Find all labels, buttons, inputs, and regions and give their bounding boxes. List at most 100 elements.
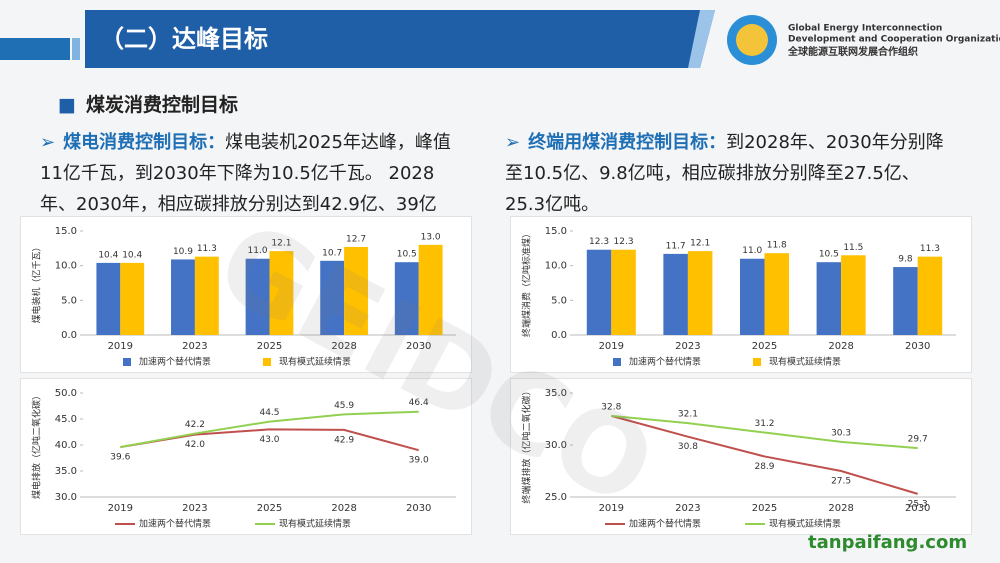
data-label: 9.8 [898,255,913,265]
line [611,414,918,495]
data-label: 44.5 [259,408,279,418]
x-tick-label: 2025 [752,503,777,514]
data-label: 30.8 [678,442,698,452]
chart: 终端煤排放（亿吨二氧化碳） 25.0 30.0 35.0 2019 2023 2025 202… [510,378,972,535]
x-tick-label: 2030 [905,503,930,514]
data-label: 12.1 [271,239,291,249]
data-label: 10.5 [397,250,417,260]
bar [245,258,270,335]
y-tick-label: 15.0 [545,226,567,237]
bar [816,262,842,335]
header: （二）达峰目标 Global Energy Interconnection De… [0,10,1000,68]
legend-label: 现有模式延续情景 [769,356,841,368]
y-tick-label: 45.0 [55,414,77,425]
data-label: 12.7 [346,234,366,244]
y-tick-label: 40.0 [55,440,77,451]
legend-swatch [123,358,131,366]
data-label: 32.8 [601,402,621,412]
bar [893,267,918,335]
data-label: 11.0 [248,246,268,256]
data-label: 10.9 [173,247,193,257]
y-tick-label: 5.0 [61,295,77,306]
section-title: ■ 煤炭消费控制目标 [58,90,238,117]
logo-text: Global Energy Interconnection [788,24,942,34]
y-axis-title: 煤电装机（亿千瓦） [31,242,43,323]
legend-label: 现有模式延续情景 [279,518,351,530]
site-mark: tanpaifang.com [808,532,968,553]
y-tick-label: 25.0 [545,492,567,503]
legend-label: 加速两个替代情景 [139,518,211,530]
line [611,414,918,450]
y-tick-label: 10.0 [545,261,567,272]
data-label: 42.2 [185,420,205,430]
data-label: 32.1 [678,410,698,420]
logo-text: 全球能源互联网发展合作组织 [787,45,918,58]
data-label: 11.3 [197,244,217,254]
x-tick-label: 2030 [905,341,930,352]
x-tick-label: 2023 [182,341,207,352]
x-tick-label: 2019 [108,341,133,352]
x-tick-label: 2025 [752,341,777,352]
line [120,410,419,449]
bar [764,253,790,335]
legend-swatch [613,358,621,366]
y-tick-label: 15.0 [55,226,77,237]
bar [586,249,612,335]
data-label: 29.7 [908,435,928,445]
bar [171,259,195,335]
x-tick-label: 2028 [828,341,853,352]
y-tick-label: 5.0 [551,295,567,306]
x-tick-label: 2019 [599,341,624,352]
legend-label: 加速两个替代情景 [629,356,701,368]
data-label: 46.4 [409,398,429,408]
y-tick-label: 10.0 [55,261,77,272]
bar [120,262,145,335]
data-label: 10.4 [122,250,142,260]
bar [917,256,943,335]
y-tick-label: 0.0 [551,330,567,341]
data-label: 11.5 [843,243,863,253]
header-stripe [0,38,70,60]
x-tick-label: 2023 [675,503,700,514]
data-label: 28.9 [754,462,774,472]
data-label: 31.2 [754,419,774,429]
data-label: 10.5 [819,250,839,260]
bar [841,255,866,335]
data-label: 12.1 [690,239,710,249]
legend-swatch [753,358,761,366]
bar [269,251,294,335]
arrow: ➢ [40,132,56,153]
header-stripe [72,38,80,60]
data-label: 11.8 [767,241,787,251]
data-label: 11.7 [666,241,686,251]
data-label: 39.0 [409,456,429,466]
x-tick-label: 2023 [675,341,700,352]
x-tick-label: 2030 [406,503,431,514]
bar [663,253,688,335]
x-tick-label: 2023 [182,503,207,514]
bar [96,262,121,335]
y-axis-title: 终端煤消费（亿吨标准煤） [521,229,533,337]
x-tick-label: 2025 [257,341,282,352]
y-axis-title: 煤电排放（亿吨二氧化碳） [31,391,43,499]
header-banner [85,10,715,68]
data-label: 30.3 [831,428,851,438]
x-tick-label: 2030 [406,341,431,352]
data-label: 25.3 [908,499,928,509]
x-tick-label: 2019 [108,503,133,514]
x-tick-label: 2028 [828,503,853,514]
data-label: 12.3 [614,237,634,247]
data-label: 13.0 [421,232,441,242]
data-label: 42.9 [334,435,354,445]
chart: 煤电排放（亿吨二氧化碳） 30.0 35.0 40.0 45.0 50.0 2019 2023… [20,378,472,535]
bar [344,246,368,335]
legend-label: 加速两个替代情景 [629,518,701,530]
logo [736,24,768,56]
left-text-bold: 煤电消费控制目标： [63,132,226,153]
x-tick-label: 2019 [599,503,624,514]
data-label: 10.7 [322,248,342,258]
data-label: 39.6 [110,453,130,463]
header-title: （二）达峰目标 [100,25,268,53]
bar [394,262,419,335]
